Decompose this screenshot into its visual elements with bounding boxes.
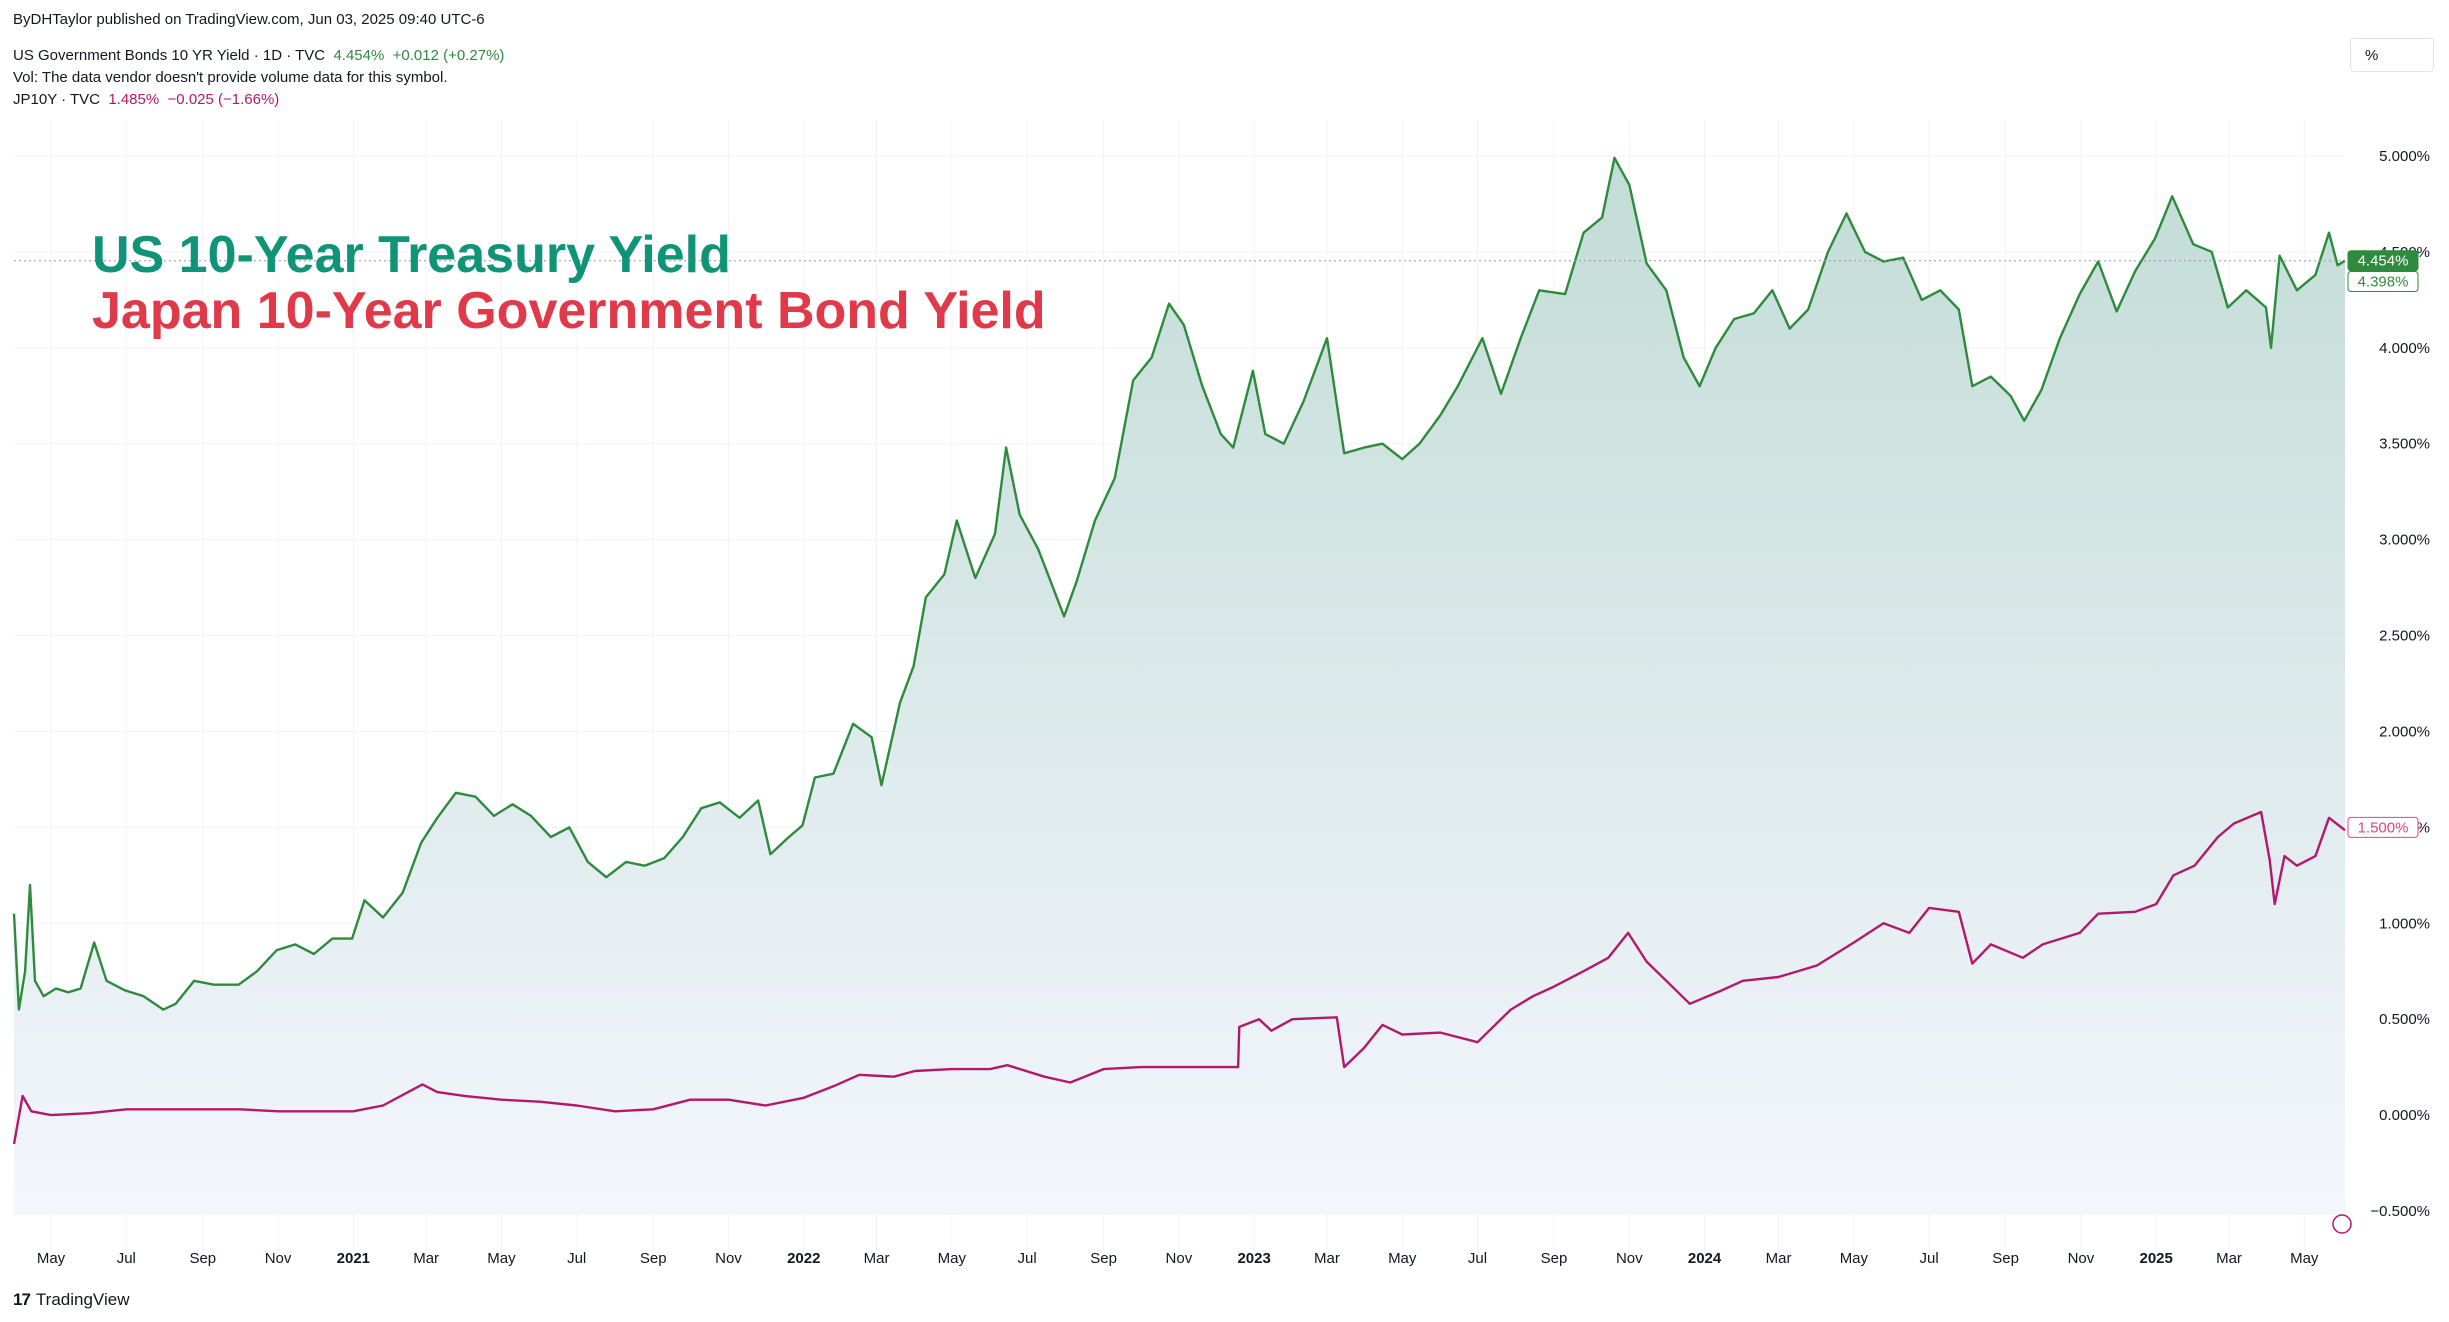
x-tick-label: Nov (265, 1250, 292, 1267)
published-by: ByDHTaylor published on TradingView.com,… (13, 11, 485, 28)
y-tick-label: 4.000% (2379, 340, 2430, 357)
tradingview-logo-icon: 17 (13, 1290, 31, 1309)
x-tick-label: May (487, 1250, 516, 1267)
x-tick-label: Mar (2216, 1250, 2242, 1267)
x-tick-label: Mar (864, 1250, 890, 1267)
series-lines (12, 156, 2346, 1145)
x-tick-label: Mar (1314, 1250, 1340, 1267)
x-tick-label: Sep (1992, 1250, 2019, 1267)
x-tick-label: May (37, 1250, 66, 1267)
x-tick-label: May (2290, 1250, 2319, 1267)
x-tick-label: Jul (1468, 1250, 1487, 1267)
series-areas (14, 157, 2345, 1215)
legend-jp-change: −0.025 (−1.66%) (167, 91, 280, 108)
legend-us-change: +0.012 (+0.27%) (392, 47, 505, 64)
series-line-us10y (12, 156, 2346, 1011)
x-tick-label: 2025 (2140, 1250, 2173, 1267)
x-tick-label: 2022 (787, 1250, 820, 1267)
x-tick-label: Jul (117, 1250, 136, 1267)
x-tick-label: Mar (413, 1250, 439, 1267)
y-tick-label: 0.500% (2379, 1011, 2430, 1028)
x-tick-label: May (1840, 1250, 1869, 1267)
series-line-jp10y (12, 810, 2346, 1145)
x-tick-label: Nov (1166, 1250, 1193, 1267)
y-tick-label: 1.000% (2379, 915, 2430, 932)
legend-us-symbol: US Government Bonds 10 YR Yield · 1D · T… (13, 47, 326, 64)
y-tick-label: −0.500% (2370, 1203, 2430, 1220)
x-axis: May Jul Sep Nov 2021 Mar May Jul Sep Nov 2022 Mar Ma… (37, 1250, 2319, 1267)
scroll-to-end-icon[interactable] (2332, 1214, 2352, 1234)
overlay-title-us: US 10-Year Treasury Yield (92, 226, 731, 284)
x-tick-label: Jul (1018, 1250, 1037, 1267)
price-label-text: 1.500% (2358, 819, 2409, 836)
y-tick-label: 5.000% (2379, 148, 2430, 165)
price-label-text: 4.398% (2358, 273, 2409, 290)
y-tick-label: 0.000% (2379, 1107, 2430, 1124)
x-tick-label: Jul (567, 1250, 586, 1267)
y-axis: 5.000%4.500%4.000%3.500%3.000%2.500%2.00… (2370, 148, 2430, 1220)
brand-name: TradingView (35, 1290, 130, 1309)
x-tick-label: Jul (1920, 1250, 1939, 1267)
x-tick-label: 2023 (1237, 1250, 1270, 1267)
x-tick-label: May (938, 1250, 967, 1267)
x-tick-label: Nov (1616, 1250, 1643, 1267)
overlay-title-jp: Japan 10-Year Government Bond Yield (92, 282, 1046, 340)
tradingview-brand[interactable]: 17 TradingView (13, 1290, 129, 1310)
price-label-text: 4.454% (2358, 253, 2409, 270)
y-tick-label: 3.500% (2379, 436, 2430, 453)
y-tick-label: 2.500% (2379, 628, 2430, 645)
y-tick-label: 2.000% (2379, 723, 2430, 740)
price-labels: 4.454% 4.398% 1.500% (2347, 250, 2419, 838)
price-label-us-filled: 4.454% (2347, 250, 2419, 272)
x-tick-label: Nov (2068, 1250, 2095, 1267)
x-tick-label: Sep (1541, 1250, 1568, 1267)
x-tick-label: Nov (715, 1250, 742, 1267)
x-tick-label: Sep (189, 1250, 216, 1267)
x-tick-label: Sep (640, 1250, 667, 1267)
x-tick-label: May (1388, 1250, 1417, 1267)
x-tick-label: 2021 (337, 1250, 370, 1267)
x-tick-label: Mar (1766, 1250, 1792, 1267)
x-tick-label: 2024 (1688, 1250, 1722, 1267)
x-tick-label: Sep (1090, 1250, 1117, 1267)
price-label-jp-outline: 1.500% (2347, 816, 2419, 838)
price-label-us-outline: 4.398% (2347, 270, 2419, 292)
y-tick-label: 3.000% (2379, 532, 2430, 549)
legend-vol-note: Vol: The data vendor doesn't provide vol… (13, 69, 448, 86)
legend-us-price: 4.454% (333, 47, 385, 64)
legend-jp-row[interactable]: JP10Y · TVC 1.485% −0.025 (−1.66%) (13, 91, 279, 108)
legend-jp-price: 1.485% (108, 91, 160, 108)
legend-us-row[interactable]: US Government Bonds 10 YR Yield · 1D · T… (13, 47, 504, 64)
series-area-0 (14, 157, 2345, 1215)
unit-toggle-button[interactable]: % (2350, 38, 2434, 72)
legend-jp-symbol: JP10Y · TVC (13, 91, 100, 108)
